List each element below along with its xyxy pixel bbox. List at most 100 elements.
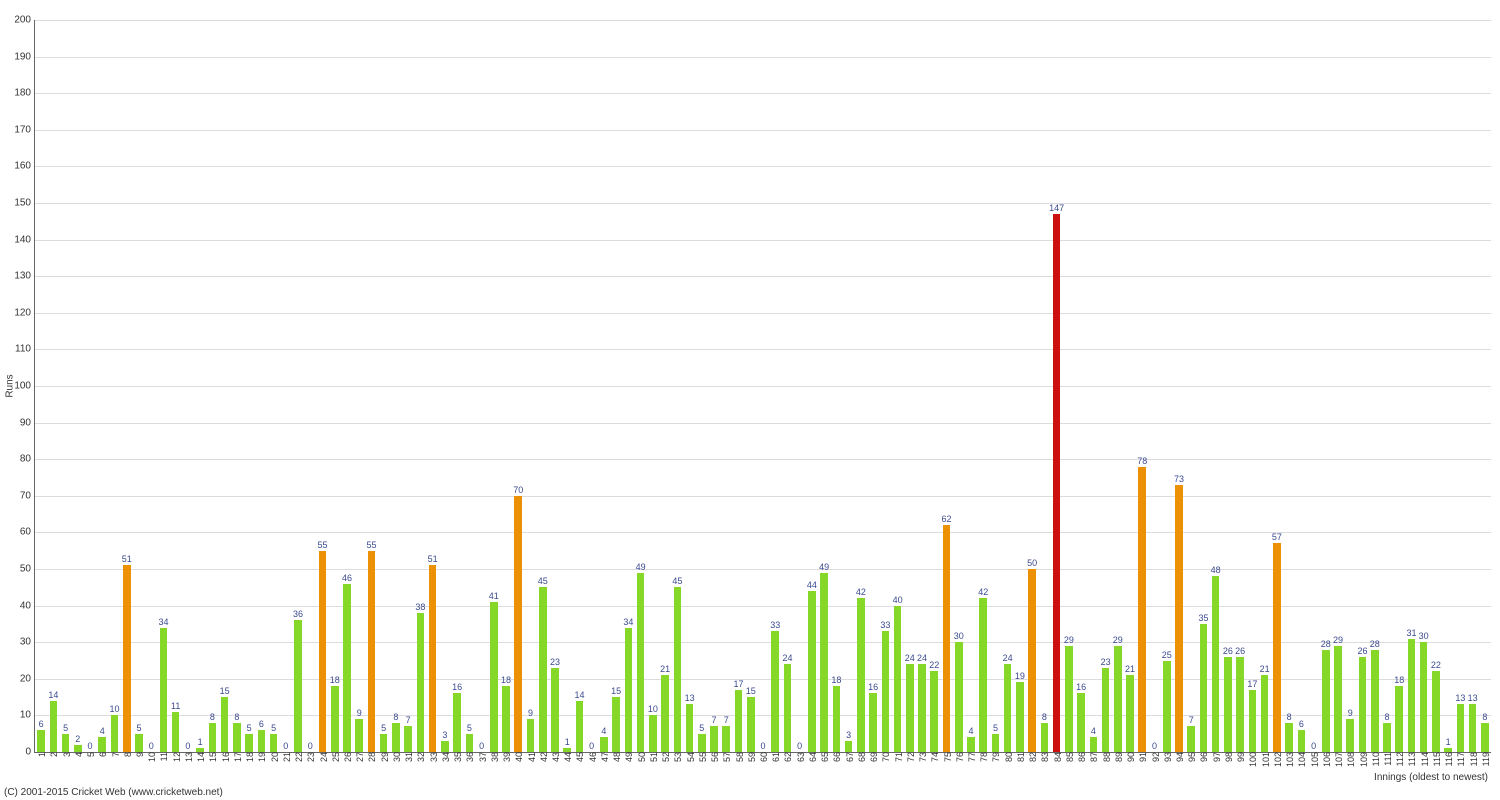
bar [502,686,510,752]
bar-value-label: 26 [1235,646,1245,656]
bar-value-label: 50 [1027,558,1037,568]
bar [1016,682,1024,752]
x-tick-label: 40 [512,752,524,762]
bar-value-label: 18 [330,675,340,685]
bar [820,573,828,752]
x-tick-label: 65 [818,752,830,762]
bar-slot: 3361 [769,20,781,752]
bar-value-label: 7 [724,715,729,725]
bar-value-label: 17 [734,679,744,689]
x-tick-label: 19 [255,752,267,762]
y-tick-label: 180 [14,88,35,99]
bar-slot: 22115 [1430,20,1442,752]
x-tick-label: 98 [1222,752,1234,762]
bar [698,734,706,752]
bar [453,693,461,752]
bar [625,628,633,752]
x-tick-label: 87 [1087,752,1099,762]
y-tick-label: 160 [14,161,35,172]
bar-value-label: 1 [198,737,203,747]
bar-value-label: 0 [1311,741,1316,751]
bar-value-label: 8 [393,712,398,722]
bar [1481,723,1489,752]
bar-value-label: 41 [489,591,499,601]
bar [1028,569,1036,752]
bar-value-label: 21 [1260,664,1270,674]
bar [380,734,388,752]
bar [417,613,425,752]
bar-slot: 2698 [1222,20,1234,752]
bar [1175,485,1183,752]
bar-slot: 26109 [1356,20,1368,752]
bar-slot: 4138 [488,20,500,752]
x-tick-label: 28 [365,752,377,762]
bar [233,723,241,752]
bar-slot: 060 [757,20,769,752]
bar [845,741,853,752]
bar-value-label: 7 [712,715,717,725]
bar-slot: 57102 [1271,20,1283,752]
bar [98,737,106,752]
bar-value-label: 34 [623,617,633,627]
bar [392,723,400,752]
y-tick-label: 30 [20,637,35,648]
x-tick-label: 63 [794,752,806,762]
x-tick-label: 6 [96,752,108,757]
bar [331,686,339,752]
x-tick-label: 35 [451,752,463,762]
x-tick-label: 23 [304,752,316,762]
x-tick-label: 95 [1185,752,1197,762]
bar-slot: 7040 [512,20,524,752]
bar-slot: 3449 [622,20,634,752]
x-tick-label: 9 [133,752,145,757]
x-tick-label: 77 [965,752,977,762]
bar-slot: 756 [708,20,720,752]
bar-value-label: 51 [428,554,438,564]
x-tick-label: 100 [1246,752,1258,767]
x-axis-title: Innings (oldest to newest) [1374,772,1488,783]
bar [1004,664,1012,752]
bar-value-label: 0 [308,741,313,751]
bar-slot: 17100 [1246,20,1258,752]
x-tick-label: 68 [855,752,867,762]
bar [735,690,743,752]
bar-value-label: 42 [978,587,988,597]
bar [551,668,559,752]
bar-slot: 518 [121,20,133,752]
bar-slot: 59 [133,20,145,752]
bar-slot: 5528 [365,20,377,752]
bar-slot: 8119 [1479,20,1491,752]
bar [894,606,902,752]
x-tick-label: 20 [268,752,280,762]
bar-slot: 7394 [1173,20,1185,752]
bar-value-label: 34 [158,617,168,627]
bar [62,734,70,752]
bar-slot: 1669 [867,20,879,752]
bar-value-label: 24 [782,653,792,663]
runs-bar-chart: 0102030405060708090100110120130140150160… [0,0,1500,800]
bar-slot: 4268 [855,20,867,752]
bar [1224,657,1232,752]
x-tick-label: 29 [378,752,390,762]
bar-slot: 579 [989,20,1001,752]
bar-slot: 1559 [745,20,757,752]
bar-value-label: 8 [1042,712,1047,722]
bar-value-label: 22 [929,660,939,670]
bar-slot: 31113 [1405,20,1417,752]
x-tick-label: 55 [696,752,708,762]
bar-value-label: 55 [318,540,328,550]
bar-slot: 1445 [573,20,585,752]
bar [245,734,253,752]
bar-slot: 2388 [1099,20,1111,752]
bar [649,715,657,752]
bar-slot: 1116 [1442,20,1454,752]
y-tick-label: 50 [20,564,35,575]
x-tick-label: 27 [353,752,365,762]
bar-slot: 536 [463,20,475,752]
bar [722,726,730,752]
y-tick-label: 0 [25,747,35,758]
x-tick-label: 83 [1038,752,1050,762]
x-tick-label: 60 [757,752,769,762]
bar-slot: 2473 [916,20,928,752]
x-tick-label: 42 [537,752,549,762]
